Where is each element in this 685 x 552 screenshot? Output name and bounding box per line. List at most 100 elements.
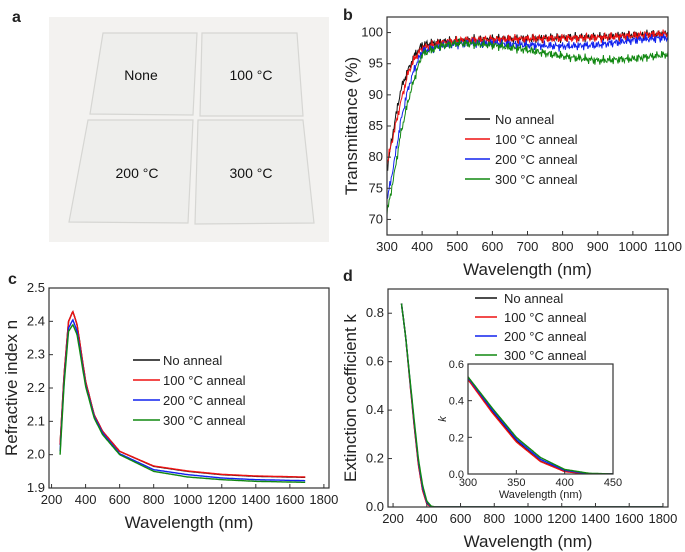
x-tick-label: 1000 xyxy=(173,492,202,507)
x-tick-label: 1100 xyxy=(654,239,682,254)
y-tick-label: 0.4 xyxy=(366,402,384,417)
x-tick-label: 1800 xyxy=(309,492,338,507)
legend-label: 300 °C anneal xyxy=(504,348,587,363)
legend-label: 100 °C anneal xyxy=(495,132,578,147)
x-tick-label: 500 xyxy=(446,239,468,254)
legend: No anneal 100 °C anneal 200 °C anneal 300 °… xyxy=(465,112,578,187)
glass-slide-300c xyxy=(194,119,315,225)
x-tick-label: 300 xyxy=(376,239,398,254)
legend-label: 100 °C anneal xyxy=(504,310,587,325)
legend-label: No anneal xyxy=(163,353,222,368)
legend-label: 200 °C anneal xyxy=(504,329,587,344)
sample-label-200c: 200 °C xyxy=(116,165,159,181)
y-tick-label: 70 xyxy=(369,211,383,226)
x-tick-label: 1000 xyxy=(514,511,543,526)
x-tick-label: 1400 xyxy=(581,511,610,526)
x-tick-label: 800 xyxy=(552,239,574,254)
x-tick-label: 800 xyxy=(483,511,505,526)
glass-slide-200c xyxy=(68,119,194,224)
y-tick-label: 0.6 xyxy=(449,359,464,371)
x-tick-label: 900 xyxy=(587,239,609,254)
y-tick-label: 2.4 xyxy=(27,313,45,328)
x-axis-title: Wavelength (nm) xyxy=(125,513,254,532)
x-tick-label: 600 xyxy=(109,492,131,507)
legend-label: 300 °C anneal xyxy=(495,172,578,187)
panel-label-b: b xyxy=(343,7,353,24)
x-tick-label: 600 xyxy=(482,239,504,254)
x-tick-label: 1600 xyxy=(275,492,304,507)
x-tick-label: 800 xyxy=(143,492,165,507)
legend: No anneal 100 °C anneal 200 °C anneal 300 °… xyxy=(133,353,246,428)
x-tick-label: 1000 xyxy=(618,239,647,254)
x-tick-label: 1800 xyxy=(648,511,677,526)
y-tick-label: 0.0 xyxy=(366,499,384,514)
y-tick-label: 75 xyxy=(369,180,383,195)
chart-panel-d: 200 400 600 800 1000 1200 1400 1600 1800 0.0 0.2 0.… xyxy=(341,288,677,551)
x-tick-label: 200 xyxy=(41,492,63,507)
y-tick-label: 0.2 xyxy=(449,432,464,444)
y-tick-label: 2.2 xyxy=(27,380,45,395)
x-axis-title: Wavelength (nm) xyxy=(463,260,592,279)
inset-chart: 300 350 400 450 0.0 0.2 0.4 0.6 Wavelength (nm) k xyxy=(437,359,622,501)
plot-frame xyxy=(467,363,614,475)
y-tick-label: 80 xyxy=(369,149,383,164)
x-tick-label: 1400 xyxy=(241,492,270,507)
inset-x-axis-title: Wavelength (nm) xyxy=(499,489,582,501)
panel-label-d: d xyxy=(343,268,353,285)
sample-photo: None 100 °C 200 °C 300 °C xyxy=(49,17,329,242)
x-tick-label: 600 xyxy=(450,511,472,526)
plot-frame xyxy=(48,287,330,489)
y-tick-label: 0.8 xyxy=(366,305,384,320)
legend-label: No anneal xyxy=(504,291,563,306)
inset-background xyxy=(468,364,613,474)
series-line-100-c-anneal xyxy=(59,310,306,478)
sample-label-300c: 300 °C xyxy=(230,165,273,181)
legend-label: 200 °C anneal xyxy=(163,393,246,408)
y-axis-title: Extinction coefficient k xyxy=(341,314,360,482)
x-tick-label: 300 xyxy=(459,477,477,489)
glass-slide-none xyxy=(89,32,198,116)
series-line-200-c-anneal xyxy=(59,318,306,482)
series-line-300-c-anneal xyxy=(468,376,613,474)
y-axis-title: Transmittance (%) xyxy=(342,57,361,195)
x-tick-label: 700 xyxy=(517,239,539,254)
legend-label: 300 °C anneal xyxy=(163,413,246,428)
x-tick-label: 400 xyxy=(411,239,433,254)
x-tick-label: 1600 xyxy=(615,511,644,526)
series-line-200-c-anneal xyxy=(387,33,668,200)
x-tick-label: 200 xyxy=(382,511,404,526)
x-tick-label: 400 xyxy=(75,492,97,507)
legend-label: 200 °C anneal xyxy=(495,152,578,167)
legend-label: No anneal xyxy=(495,112,554,127)
x-tick-label: 450 xyxy=(604,477,622,489)
series-group xyxy=(59,310,306,483)
y-tick-label: 95 xyxy=(369,56,383,71)
legend-label: 100 °C anneal xyxy=(163,373,246,388)
y-tick-label: 1.9 xyxy=(27,480,45,495)
y-tick-label: 2.3 xyxy=(27,347,45,362)
sample-label-none: None xyxy=(124,67,158,83)
x-tick-label: 350 xyxy=(507,477,525,489)
y-tick-label: 85 xyxy=(369,118,383,133)
series-group xyxy=(387,29,668,215)
series-line-300-c-anneal xyxy=(387,38,668,215)
y-tick-label: 2.0 xyxy=(27,447,45,462)
x-tick-label: 400 xyxy=(416,511,438,526)
series-line-300-c-anneal xyxy=(59,323,306,483)
x-tick-label: 400 xyxy=(555,477,573,489)
chart-panel-c: 200 400 600 800 1000 1200 1400 1600 1800 1.9 2.0 2.… xyxy=(2,280,338,532)
glass-slide-100c xyxy=(199,32,304,117)
y-tick-label: 90 xyxy=(369,87,383,102)
y-axis-title: Refractive index n xyxy=(2,320,21,456)
inset-y-axis-title: k xyxy=(437,416,449,422)
y-tick-label: 2.1 xyxy=(27,413,45,428)
y-tick-label: 0.2 xyxy=(366,451,384,466)
panel-label-c: c xyxy=(8,271,17,288)
y-tick-label: 100 xyxy=(361,25,383,40)
y-tick-label: 2.5 xyxy=(27,280,45,295)
x-axis-title: Wavelength (nm) xyxy=(464,532,593,551)
panel-label-a: a xyxy=(12,9,21,26)
x-tick-label: 1200 xyxy=(547,511,576,526)
y-tick-label: 0.0 xyxy=(449,469,464,481)
